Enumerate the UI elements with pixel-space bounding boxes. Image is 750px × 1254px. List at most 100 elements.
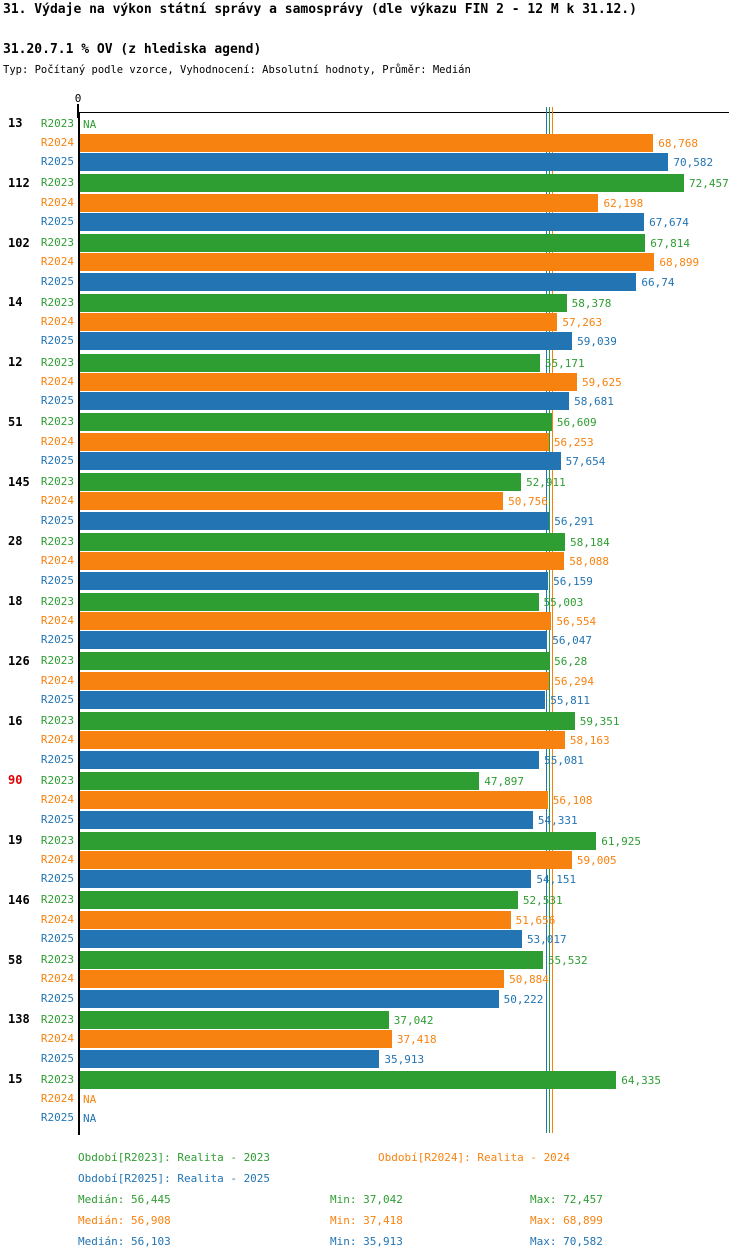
bar-row-r2025: R2025 56,047 bbox=[0, 631, 750, 650]
bar-row-r2023: R2023 52,531 bbox=[0, 891, 750, 910]
series-label-r2024: R2024 bbox=[40, 554, 74, 568]
legend-r2024: Období[R2024]: Realita - 2024 bbox=[378, 1151, 571, 1164]
group-label: 146 bbox=[8, 892, 30, 907]
series-label-r2024: R2024 bbox=[40, 434, 74, 448]
bar-r2024[interactable] bbox=[80, 791, 548, 810]
bar-r2024[interactable] bbox=[80, 492, 504, 511]
bar-group-126: 126 R2023 56,28 R2024 56,294 R2025 55,811 bbox=[0, 651, 750, 711]
bar-r2024[interactable] bbox=[80, 372, 578, 391]
bar-row-r2023: R2023 52,911 bbox=[0, 473, 750, 492]
bar-r2023[interactable] bbox=[80, 831, 597, 850]
bar-value-label: 56,253 bbox=[553, 435, 594, 449]
bar-group-13: 13 R2023 NA R2024 68,768 R2025 70,582 bbox=[0, 113, 750, 173]
series-label-r2023: R2023 bbox=[40, 1072, 74, 1086]
bar-row-r2023: R2023 58,184 bbox=[0, 532, 750, 552]
bar-value-label: 59,005 bbox=[576, 853, 617, 867]
bar-r2023[interactable] bbox=[80, 413, 552, 432]
bar-r2024[interactable] bbox=[80, 133, 654, 152]
bar-r2025[interactable] bbox=[80, 989, 499, 1008]
series-label-r2024: R2024 bbox=[40, 135, 74, 149]
indicator-subtitle: 31.20.7.1 % OV (z hlediska agend) bbox=[3, 42, 262, 57]
bar-r2023[interactable] bbox=[80, 592, 539, 611]
bar-r2023[interactable] bbox=[80, 712, 575, 731]
bar-r2023[interactable] bbox=[80, 353, 540, 372]
bar-group-51: 51 R2023 56,609 R2024 56,253 R2025 57,654 bbox=[0, 412, 750, 472]
bar-value-label: 52,531 bbox=[522, 894, 563, 908]
series-label-r2024: R2024 bbox=[40, 1092, 74, 1105]
bar-row-r2025: R2025 55,811 bbox=[0, 691, 750, 710]
bar-r2023[interactable] bbox=[80, 891, 518, 910]
bar-r2024[interactable] bbox=[80, 552, 565, 571]
series-label-r2023: R2023 bbox=[40, 475, 74, 489]
bar-r2024[interactable] bbox=[80, 910, 511, 929]
bar-row-r2023: R2023 56,609 bbox=[0, 413, 750, 432]
bar-r2023[interactable] bbox=[80, 532, 566, 551]
series-label-r2025: R2025 bbox=[40, 633, 74, 647]
bar-r2025[interactable] bbox=[80, 1049, 380, 1068]
bar-r2025[interactable] bbox=[80, 451, 561, 470]
bar-row-r2024: R2024 56,554 bbox=[0, 611, 750, 631]
bar-r2024[interactable] bbox=[80, 850, 572, 869]
bar-value-label: 61,925 bbox=[601, 834, 641, 848]
bar-r2023[interactable] bbox=[80, 1070, 617, 1089]
bar-r2025[interactable] bbox=[80, 691, 546, 710]
page-title: 31. Výdaje na výkon státní správy a samo… bbox=[3, 2, 637, 17]
bar-r2025[interactable] bbox=[80, 153, 669, 172]
bar-row-r2024: R2024 58,163 bbox=[0, 731, 750, 750]
bar-r2025[interactable] bbox=[80, 631, 548, 650]
group-label: 14 bbox=[8, 295, 23, 310]
bar-r2024[interactable] bbox=[80, 970, 505, 989]
bar-r2025[interactable] bbox=[80, 212, 645, 231]
stat-median-r2024: Medián: 56,908 bbox=[78, 1214, 171, 1227]
bar-row-r2025: R2025 54,331 bbox=[0, 810, 750, 830]
bar-r2024[interactable] bbox=[80, 193, 599, 212]
bar-group-18: 18 R2023 55,003 R2024 56,554 R2025 56,047 bbox=[0, 591, 750, 651]
bar-r2023[interactable] bbox=[80, 234, 646, 253]
bar-r2025[interactable] bbox=[80, 750, 540, 769]
stat-max-r2023: Max: 72,457 bbox=[530, 1193, 603, 1206]
bar-r2023[interactable] bbox=[80, 1010, 389, 1029]
series-label-r2024: R2024 bbox=[40, 733, 74, 747]
bar-r2025[interactable] bbox=[80, 332, 573, 351]
bar-r2025[interactable] bbox=[80, 930, 522, 949]
bar-value-label: 56,554 bbox=[556, 614, 597, 628]
bar-r2025[interactable] bbox=[80, 870, 532, 889]
bar-r2024[interactable] bbox=[80, 432, 549, 451]
bar-row-r2024: R2024 37,418 bbox=[0, 1030, 750, 1049]
bar-value-label: 59,039 bbox=[577, 335, 617, 349]
bar-r2023[interactable] bbox=[80, 652, 550, 671]
bar-group-145: 145 R2023 52,911 R2024 50,756 R2025 56,291 bbox=[0, 472, 750, 532]
bar-r2025[interactable] bbox=[80, 810, 533, 829]
bar-r2023[interactable] bbox=[80, 771, 480, 790]
bar-value-label: 55,532 bbox=[547, 954, 588, 968]
bar-value-label: 35,913 bbox=[384, 1052, 425, 1066]
bar-r2024[interactable] bbox=[80, 611, 552, 630]
bar-value-label: 54,331 bbox=[537, 813, 578, 827]
bar-r2023[interactable] bbox=[80, 473, 522, 492]
bar-group-14: 14 R2023 58,378 R2024 57,263 R2025 59,039 bbox=[0, 292, 750, 352]
series-label-r2023: R2023 bbox=[40, 654, 74, 668]
bar-r2023[interactable] bbox=[80, 951, 543, 970]
bar-r2025[interactable] bbox=[80, 272, 637, 291]
bar-row-r2023: R2023 61,925 bbox=[0, 831, 750, 851]
bar-r2024[interactable] bbox=[80, 253, 655, 272]
bar-r2024[interactable] bbox=[80, 313, 558, 332]
bar-r2024[interactable] bbox=[80, 1030, 392, 1049]
bar-value-label: 59,351 bbox=[579, 715, 620, 729]
bar-r2023[interactable] bbox=[80, 174, 684, 193]
series-label-r2023: R2023 bbox=[40, 893, 74, 907]
bar-r2025[interactable] bbox=[80, 571, 549, 590]
bar-r2024[interactable] bbox=[80, 731, 565, 750]
series-label-r2024: R2024 bbox=[40, 673, 74, 687]
bar-row-r2025: R2025 66,74 bbox=[0, 272, 750, 292]
bar-r2024[interactable] bbox=[80, 671, 550, 690]
bar-r2025[interactable] bbox=[80, 392, 570, 411]
bar-r2025[interactable] bbox=[80, 511, 550, 530]
bar-r2023[interactable] bbox=[80, 293, 567, 312]
bar-row-r2024: R2024 59,625 bbox=[0, 372, 750, 392]
bar-value-label: 56,291 bbox=[554, 514, 594, 528]
bar-value-label: 37,418 bbox=[396, 1033, 437, 1047]
bar-row-r2023: R2023 59,351 bbox=[0, 712, 750, 731]
bar-row-r2025: R2025 58,681 bbox=[0, 392, 750, 411]
